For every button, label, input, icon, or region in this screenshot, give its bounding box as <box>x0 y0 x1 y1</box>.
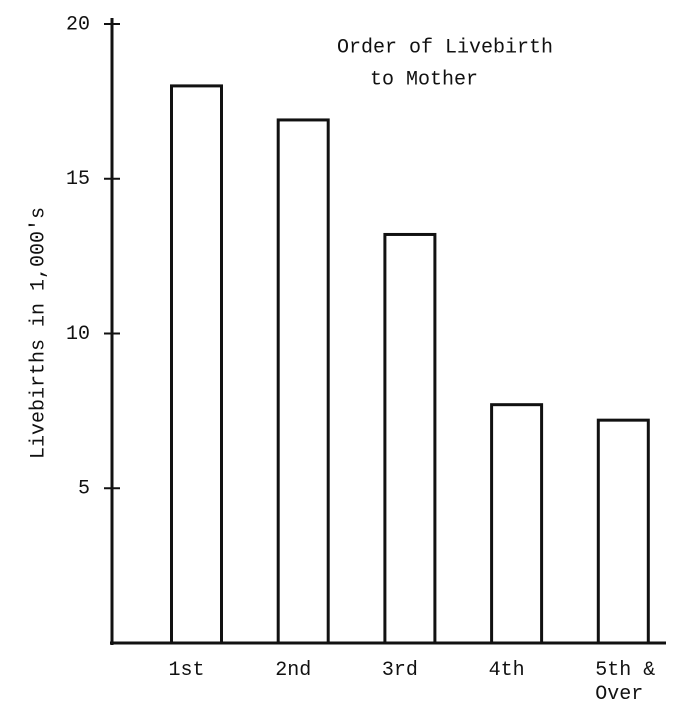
y-tick-label: 5 <box>78 478 90 501</box>
bar <box>276 118 330 645</box>
chart-title: to Mother <box>370 68 478 91</box>
x-tick-label: 2nd <box>275 659 312 682</box>
x-tick-label: 5th & Over <box>595 659 656 706</box>
y-tick-label: 20 <box>66 13 90 36</box>
bar <box>170 84 223 645</box>
bar <box>490 403 544 645</box>
chart-title: Order of Livebirth <box>337 36 553 59</box>
x-tick-label: 1st <box>168 659 205 682</box>
bar <box>383 232 437 645</box>
y-tick-label: 15 <box>66 168 90 191</box>
y-axis-label: Livebirths in 1,000's <box>27 207 50 459</box>
x-tick-label: 4th <box>488 659 525 682</box>
x-tick-label: 3rd <box>381 659 418 682</box>
y-tick-label: 10 <box>66 323 90 346</box>
bar <box>596 418 650 645</box>
